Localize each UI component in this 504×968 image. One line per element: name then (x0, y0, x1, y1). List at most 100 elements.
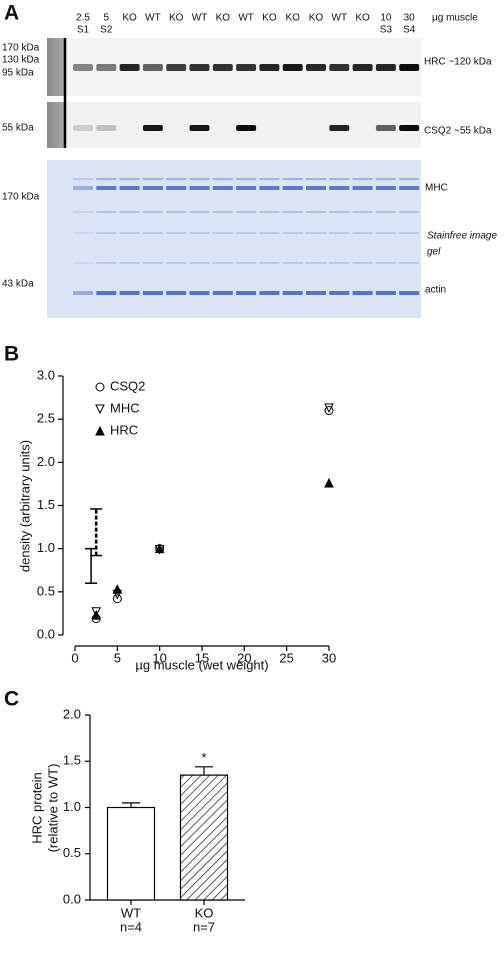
band (375, 211, 396, 213)
band (399, 291, 420, 295)
band (399, 186, 420, 190)
significance: * (201, 750, 206, 765)
band (236, 211, 257, 213)
band (166, 262, 187, 264)
band (73, 178, 93, 180)
band (189, 232, 210, 234)
band (142, 291, 163, 295)
band (352, 232, 373, 234)
band (306, 211, 326, 213)
lane-label: WT (238, 13, 254, 24)
band (189, 211, 210, 213)
lane-label: S2 (100, 25, 113, 36)
band (399, 178, 420, 180)
x-tick-label: 0 (71, 650, 78, 665)
band (329, 64, 350, 71)
band (73, 211, 93, 213)
band (236, 178, 257, 180)
lane-label: 30 (404, 13, 416, 24)
band (119, 178, 140, 180)
band (142, 64, 163, 71)
lane-label: S4 (403, 25, 416, 36)
band (119, 291, 140, 295)
band (306, 178, 326, 180)
band (189, 64, 210, 71)
band (399, 232, 420, 234)
x-tick-label: 30 (322, 650, 336, 665)
x-tick-label: 25 (279, 650, 293, 665)
band (119, 262, 140, 264)
marker-label: 170 kDa (2, 192, 40, 203)
band (96, 186, 117, 190)
blot-label: Stainfree image (427, 231, 497, 242)
marker-lane (47, 38, 65, 96)
marker-label: 130 kDa (2, 55, 40, 66)
band (236, 262, 257, 264)
band (189, 178, 210, 180)
y-tick-label: 1.5 (37, 497, 55, 512)
band (306, 262, 326, 264)
y-tick-label: 0.5 (63, 845, 81, 860)
bar (179, 774, 229, 901)
marker-label: 170 kDa (2, 43, 40, 54)
band (212, 211, 233, 213)
band (329, 291, 350, 295)
y-axis-title: HRC protein (29, 772, 44, 844)
band (375, 125, 396, 131)
y-tick-label: 0.0 (37, 626, 55, 641)
band (236, 186, 257, 190)
category-note: n=7 (193, 919, 215, 934)
y-tick-label: 2.0 (37, 454, 55, 469)
band (96, 232, 117, 234)
band (282, 262, 303, 264)
lane-label: KO (285, 13, 300, 24)
band (142, 211, 163, 213)
band (212, 291, 233, 295)
legend-marker (95, 382, 105, 392)
y-axis-title: density (arbitrary units) (17, 440, 32, 572)
point (91, 607, 101, 617)
band (166, 186, 187, 190)
band (73, 232, 93, 234)
x-tick-label: 15 (195, 650, 209, 665)
band (399, 211, 420, 213)
band (282, 232, 303, 234)
band (375, 232, 396, 234)
y-tick-label: 1.5 (63, 753, 81, 768)
lane-label: 10 (380, 13, 392, 24)
band (375, 186, 396, 190)
band (375, 291, 396, 295)
band (166, 232, 187, 234)
blot-label: HRC ~120 kDa (424, 57, 492, 68)
band (166, 178, 187, 180)
band (142, 262, 163, 264)
lane-label: WT (145, 13, 161, 24)
marker-label: 55 kDa (2, 123, 34, 134)
lane-label: S3 (380, 25, 393, 36)
band (119, 232, 140, 234)
blot-label: gel (427, 247, 441, 258)
band (259, 178, 280, 180)
y-tick-label: 2.5 (37, 411, 55, 426)
band (73, 262, 93, 264)
band (212, 262, 233, 264)
lane-label: WT (332, 13, 348, 24)
lane-label: KO (309, 13, 324, 24)
marker-label: 95 kDa (2, 68, 34, 79)
band (282, 211, 303, 213)
band (352, 64, 373, 71)
band (259, 291, 280, 295)
band (329, 232, 350, 234)
band (352, 291, 373, 295)
band (212, 186, 233, 190)
band (189, 125, 210, 131)
band (306, 186, 326, 190)
band (329, 178, 350, 180)
marker-lane (47, 102, 65, 148)
band (259, 211, 280, 213)
point (91, 610, 101, 620)
band (259, 64, 280, 71)
band (73, 64, 93, 71)
band (352, 186, 373, 190)
band (329, 262, 350, 264)
